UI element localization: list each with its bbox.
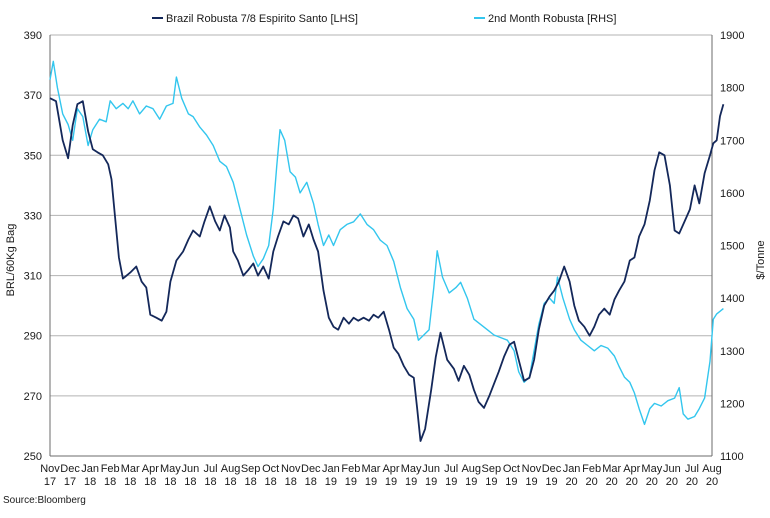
gridlines xyxy=(49,34,713,457)
x-tick-month: Jul xyxy=(203,463,217,475)
x-tick-month: Jun xyxy=(663,463,681,475)
x-tick-year: 17 xyxy=(64,476,76,488)
series-line-brazil-robusta xyxy=(49,97,725,442)
x-tick-year: 19 xyxy=(445,476,457,488)
y-tick-label-left: 350 xyxy=(24,150,42,162)
x-tick-year: 19 xyxy=(525,476,537,488)
y-axis-left: 250 270 290 310 330 350 370 390 xyxy=(24,30,42,463)
x-tick-month: Nov xyxy=(522,463,542,475)
y-tick-label-right: 1800 xyxy=(720,83,744,95)
y-tick-label-left: 270 xyxy=(24,391,42,403)
x-tick-year: 20 xyxy=(586,476,598,488)
x-tick-month: Dec xyxy=(301,463,321,475)
series-line-2nd-month-robusta xyxy=(49,60,724,426)
x-tick-year: 20 xyxy=(626,476,638,488)
y-tick-label-left: 290 xyxy=(24,331,42,343)
x-tick-year: 18 xyxy=(144,476,156,488)
x-tick-month: Nov xyxy=(40,463,60,475)
y-tick-label-right: 1200 xyxy=(720,398,744,410)
x-tick-year: 18 xyxy=(104,476,116,488)
x-tick-year: 19 xyxy=(545,476,557,488)
x-tick-year: 19 xyxy=(325,476,337,488)
x-tick-month: Oct xyxy=(262,463,279,475)
y-tick-label-right: 1600 xyxy=(720,188,744,200)
source-note: Source:Bloomberg xyxy=(3,495,86,506)
y-axis-right: 1100 1200 1300 1400 1500 1600 1700 1800 1900 xyxy=(720,30,744,463)
x-tick-month: Feb xyxy=(101,463,120,475)
y-tick-label-right: 1700 xyxy=(720,135,744,147)
plot-area xyxy=(49,60,725,442)
x-tick-month: Jun xyxy=(182,463,200,475)
x-tick-month: Dec xyxy=(60,463,80,475)
x-tick-month: Apr xyxy=(142,463,159,475)
x-tick-year: 18 xyxy=(265,476,277,488)
x-tick-month: Mar xyxy=(602,463,621,475)
x-tick-month: May xyxy=(641,463,662,475)
x-tick-month: Jan xyxy=(81,463,99,475)
x-tick-month: May xyxy=(160,463,181,475)
x-tick-year: 19 xyxy=(345,476,357,488)
x-tick-year: 18 xyxy=(84,476,96,488)
x-tick-year: 19 xyxy=(365,476,377,488)
y-tick-label-right: 1100 xyxy=(720,451,744,463)
x-tick-year: 19 xyxy=(385,476,397,488)
x-tick-month: Feb xyxy=(341,463,360,475)
y-tick-label-left: 310 xyxy=(24,271,42,283)
legend: Brazil Robusta 7/8 Espirito Santo [LHS] … xyxy=(152,13,616,25)
x-tick-month: Jul xyxy=(444,463,458,475)
y-axis-title-left: BRL/60Kg Bag xyxy=(5,224,17,297)
x-tick-year: 20 xyxy=(606,476,618,488)
x-tick-year: 20 xyxy=(565,476,577,488)
y-tick-label-right: 1400 xyxy=(720,293,744,305)
x-tick-month: Dec xyxy=(542,463,562,475)
x-tick-year: 19 xyxy=(505,476,517,488)
legend-label-2nd-month-robusta: 2nd Month Robusta [RHS] xyxy=(488,13,616,25)
x-tick-month: Sep xyxy=(241,463,261,475)
x-tick-year: 20 xyxy=(646,476,658,488)
x-tick-year: 19 xyxy=(465,476,477,488)
x-tick-year: 19 xyxy=(425,476,437,488)
x-tick-month: Nov xyxy=(281,463,301,475)
y-tick-label-right: 1500 xyxy=(720,241,744,253)
y-tick-label-right: 1300 xyxy=(720,346,744,358)
x-tick-month: May xyxy=(401,463,422,475)
x-tick-month: Apr xyxy=(623,463,640,475)
x-tick-year: 18 xyxy=(164,476,176,488)
y-tick-label-left: 370 xyxy=(24,90,42,102)
x-tick-month: Apr xyxy=(382,463,399,475)
x-tick-year: 18 xyxy=(184,476,196,488)
x-tick-year: 18 xyxy=(285,476,297,488)
x-tick-year: 18 xyxy=(305,476,317,488)
x-tick-year: 20 xyxy=(686,476,698,488)
x-tick-month: Oct xyxy=(503,463,520,475)
x-tick-year: 17 xyxy=(44,476,56,488)
x-tick-month: Mar xyxy=(361,463,380,475)
x-tick-month: Jul xyxy=(685,463,699,475)
y-axis-title-right: $/Tonne xyxy=(755,240,767,279)
x-tick-year: 18 xyxy=(224,476,236,488)
x-tick-month: Aug xyxy=(702,463,722,475)
x-tick-month: Jun xyxy=(422,463,440,475)
x-tick-year: 18 xyxy=(244,476,256,488)
y-tick-label-left: 250 xyxy=(24,451,42,463)
x-tick-month: Aug xyxy=(461,463,481,475)
legend-label-brazil-robusta: Brazil Robusta 7/8 Espirito Santo [LHS] xyxy=(166,13,358,25)
x-tick-month: Jan xyxy=(563,463,581,475)
x-tick-year: 20 xyxy=(666,476,678,488)
y-tick-label-right: 1900 xyxy=(720,30,744,42)
x-tick-month: Feb xyxy=(582,463,601,475)
x-tick-year: 20 xyxy=(706,476,718,488)
x-tick-month: Jan xyxy=(322,463,340,475)
x-tick-month: Mar xyxy=(121,463,140,475)
x-tick-year: 18 xyxy=(124,476,136,488)
y-tick-label-left: 330 xyxy=(24,210,42,222)
x-tick-year: 19 xyxy=(485,476,497,488)
x-tick-month: Aug xyxy=(221,463,241,475)
y-tick-label-left: 390 xyxy=(24,30,42,42)
x-axis: Nov17Dec17Jan18Feb18Mar18Apr18May18Jun18… xyxy=(40,463,722,488)
x-tick-year: 18 xyxy=(204,476,216,488)
x-tick-month: Sep xyxy=(482,463,502,475)
x-tick-year: 19 xyxy=(405,476,417,488)
